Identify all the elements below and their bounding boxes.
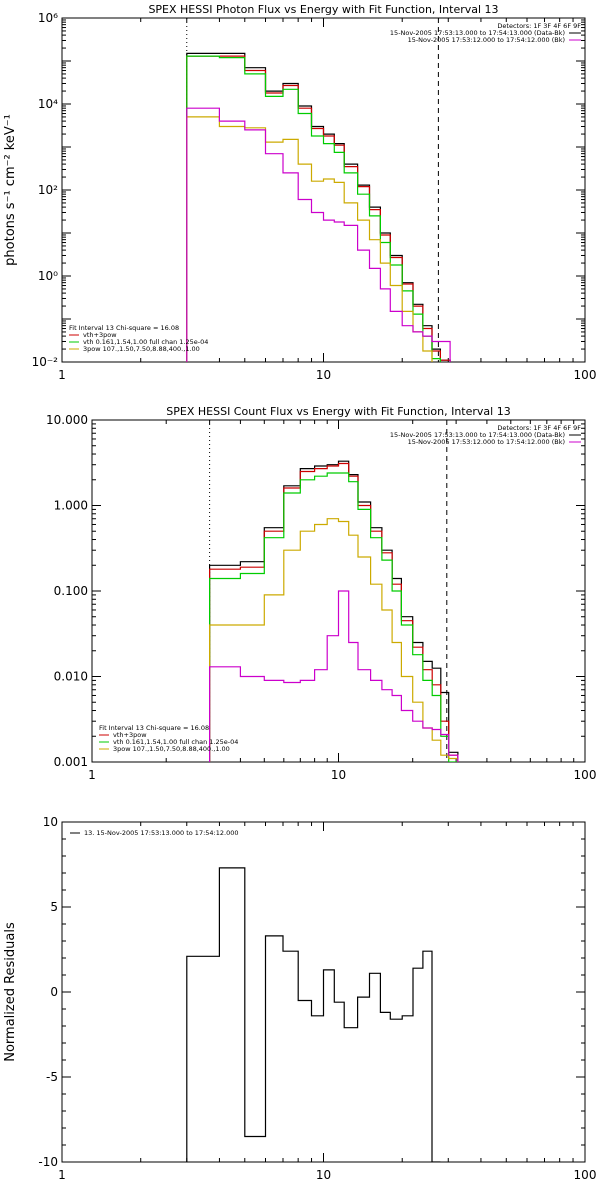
x-tick-label: 10 [331, 768, 346, 782]
series-line-4 [186, 116, 433, 362]
series-line-1 [186, 52, 451, 362]
x-tick-label: 1 [58, 368, 66, 382]
x-tick-label: 1 [88, 768, 96, 782]
legend-entry: vth+3pow [113, 731, 147, 739]
legend-entry: 3pow 107.,1.50,7.50,8.88,400.,1.00 [83, 345, 200, 353]
panel-2: SPEX HESSI Count Flux vs Energy with Fit… [46, 405, 596, 782]
y-tick-label: 10.000 [46, 413, 88, 427]
y-tick-label: 0.100 [54, 584, 88, 598]
legend-entry: Fit Interval 13 Chi-square = 16.08 [99, 724, 209, 732]
y-tick-label: 10⁶ [38, 11, 58, 25]
y-tick-label: -10 [38, 1155, 58, 1169]
legend-entry: 15-Nov-2005 17:53:13.000 to 17:54:13.000… [390, 431, 565, 439]
y-tick-label: 10⁻² [32, 355, 59, 369]
x-tick-label: 100 [574, 768, 597, 782]
y-axis-label: photons s⁻¹ cm⁻² keV⁻¹ [3, 114, 18, 266]
x-tick-label: 100 [574, 368, 597, 382]
y-tick-label: -5 [46, 1070, 58, 1084]
series-line-3 [209, 472, 458, 762]
y-tick-label: 1.000 [54, 499, 88, 513]
y-tick-label: 0.010 [54, 670, 88, 684]
legend-entry: 15-Nov-2005 17:53:13.000 to 17:54:13.000… [390, 29, 565, 37]
x-tick-label: 1 [58, 1168, 66, 1182]
series-line-1 [186, 867, 441, 1162]
x-tick-label: 100 [574, 1168, 597, 1182]
y-tick-label: 0 [50, 985, 58, 999]
panel-1: SPEX HESSI Photon Flux vs Energy with Fi… [3, 3, 596, 382]
plot-frame [61, 17, 586, 363]
series-line-2 [186, 55, 451, 362]
series-line-1 [209, 460, 459, 762]
legend-entry: vth+3pow [83, 331, 117, 339]
chart-title: SPEX HESSI Count Flux vs Energy with Fit… [166, 405, 510, 418]
legend-entry: 3pow 107.,1.50,7.50,8.88,400.,1.00 [113, 745, 230, 753]
series-group [186, 867, 441, 1162]
y-tick-label: 10⁰ [38, 269, 58, 283]
legend-entry: vth 0.161,1.54,1.00 full chan 1.25e-04 [83, 338, 208, 346]
panel-3: 1 10 100 -10 -5 0 5 10 Normalized Residuals 13. 1… [3, 815, 596, 1182]
series-line-5 [209, 590, 459, 762]
y-tick-label: 10⁴ [38, 97, 58, 111]
legend-entry: Fit Interval 13 Chi-square = 16.08 [69, 324, 179, 332]
legend-entry: 15-Nov-2005 17:53:12.000 to 17:54:12.000… [408, 36, 565, 44]
legend-entry: Detectors: 1F 3F 4F 6F 9F [497, 424, 581, 432]
y-axis-label: Normalized Residuals [3, 922, 18, 1062]
legend-entry: vth 0.161,1.54,1.00 full chan 1.25e-04 [113, 738, 238, 746]
legend-entry: 15-Nov-2005 17:53:12.000 to 17:54:12.000… [408, 438, 565, 446]
series-line-5 [186, 107, 451, 362]
series-line-2 [209, 462, 459, 762]
legend-entry: Detectors: 1F 3F 4F 6F 9F [497, 22, 581, 30]
legend-entry: 13. 15-Nov-2005 17:53:13.000 to 17:54:12… [84, 829, 238, 837]
y-tick-label: 10 [43, 815, 58, 829]
series-group [186, 52, 451, 362]
y-tick-label: 0.001 [54, 755, 88, 769]
series-group [209, 460, 459, 762]
series-line-3 [186, 55, 441, 362]
y-tick-label: 5 [50, 900, 58, 914]
y-tick-label: 10² [38, 183, 58, 197]
x-tick-label: 10 [316, 1168, 331, 1182]
series-line-4 [209, 518, 459, 762]
x-tick-label: 10 [316, 368, 331, 382]
chart-title: SPEX HESSI Photon Flux vs Energy with Fi… [148, 3, 498, 16]
